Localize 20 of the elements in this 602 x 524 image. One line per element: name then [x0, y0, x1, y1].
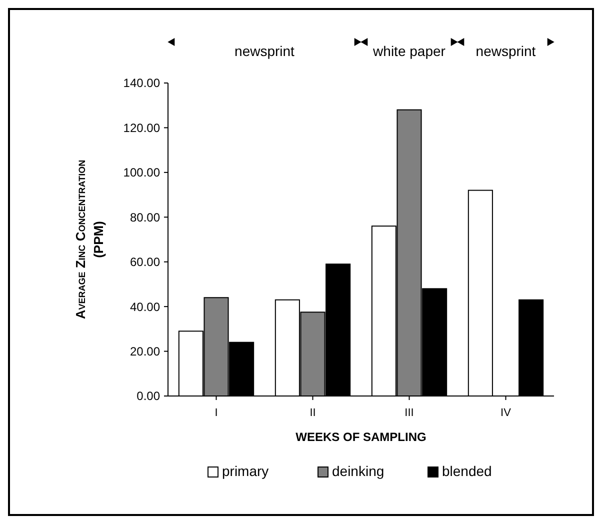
text: newsprint	[234, 43, 295, 59]
y-axis-title: Average Zinc Concentration (PPM)	[73, 160, 106, 320]
y-tick-label: 20.00	[130, 344, 160, 358]
y-tick-label: 140.00	[123, 76, 160, 90]
x-tick-label: II	[310, 407, 316, 419]
legend-label: deinking	[332, 463, 384, 479]
x-tick-label: IV	[500, 407, 512, 419]
y-tick-label: 80.00	[130, 210, 160, 224]
text: newsprint	[476, 43, 536, 59]
x-tick-label: I	[214, 407, 218, 419]
y-tick-label: 100.00	[123, 166, 160, 180]
legend-label: blended	[442, 463, 492, 479]
x-axis-title: WEEKS OF SAMPLING	[296, 430, 426, 444]
y-tick-label: 40.00	[130, 300, 160, 314]
x-tick-label: III	[404, 407, 414, 419]
y-tick-label: 120.00	[123, 120, 160, 135]
y-tick-label: 60.00	[130, 255, 160, 270]
y-tick-label: 0.00	[136, 389, 160, 404]
text: white paper	[372, 43, 446, 59]
legend-label: primary	[222, 463, 269, 479]
